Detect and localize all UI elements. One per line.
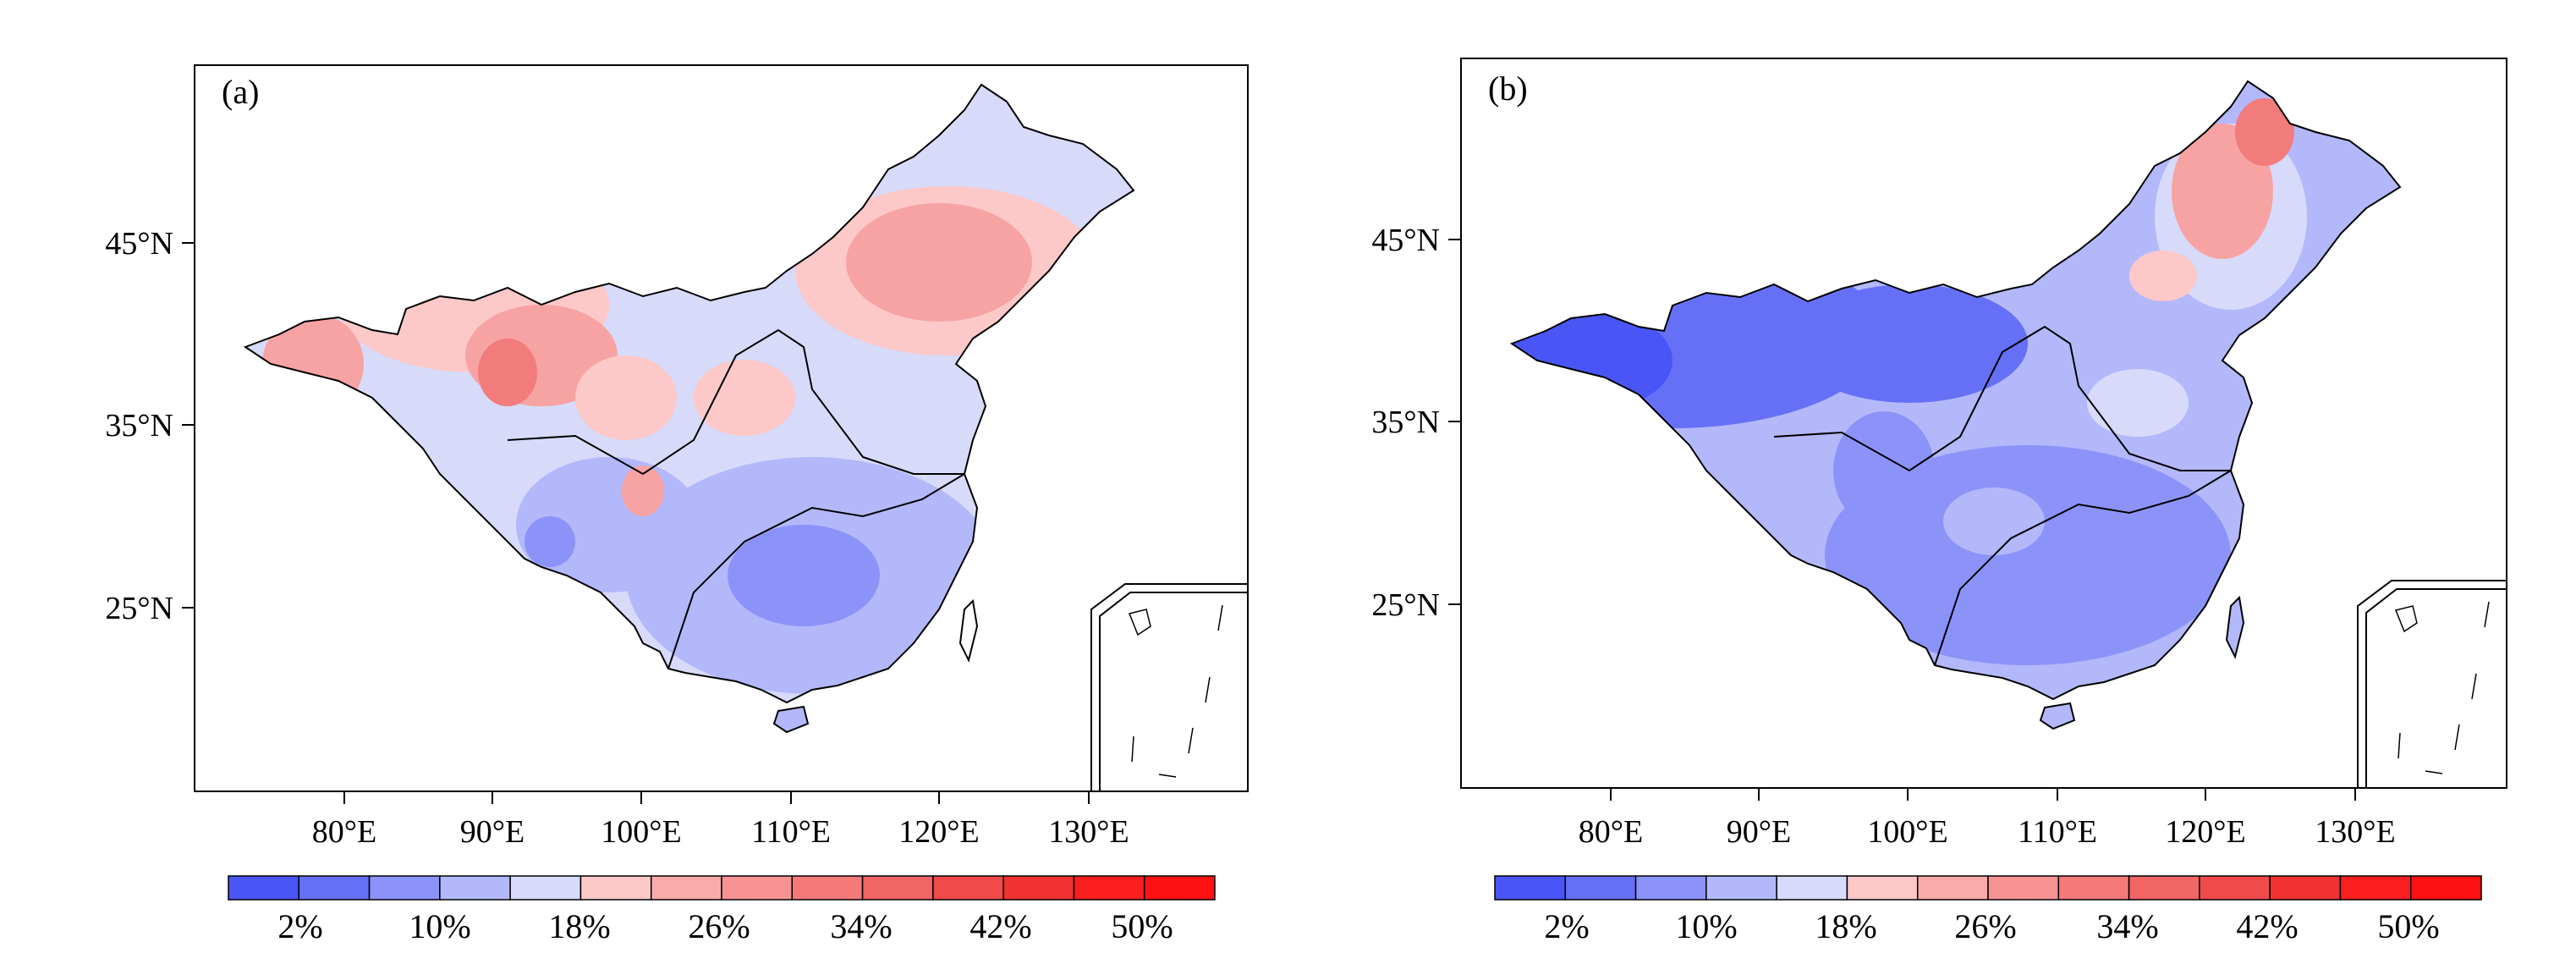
lon-label: 90°E <box>1727 814 1791 850</box>
colorbar-label: 10% <box>1675 907 1737 945</box>
anomaly-region <box>1825 445 2231 665</box>
colorbar-label: 42% <box>2236 907 2298 945</box>
colorbar-label: 18% <box>548 907 610 945</box>
colorbar-swatch <box>579 875 652 901</box>
lon-label: 130°E <box>1048 814 1129 850</box>
lon-label: 120°E <box>898 814 979 850</box>
colorbar-swatch <box>932 875 1004 901</box>
colorbar-swatch <box>1073 875 1145 901</box>
colorbar-swatch <box>791 875 864 901</box>
lat-label: 35°N <box>105 408 173 443</box>
colorbar-swatch <box>1634 875 1707 901</box>
colorbar-swatch <box>298 875 371 901</box>
anomaly-region <box>478 339 537 406</box>
island-hainan <box>2039 702 2076 730</box>
anomaly-region <box>2235 98 2294 166</box>
colorbar-labels: 2% 10% 18% 26% 34% 42% 50% <box>1544 907 2439 945</box>
lat-label: 35°N <box>1371 405 1440 440</box>
colorbar-swatch <box>2339 875 2412 901</box>
colorbar-swatch <box>1705 875 1777 901</box>
anomaly-region <box>525 516 575 567</box>
anomaly-region <box>1943 488 2045 555</box>
anomaly-region <box>622 465 664 516</box>
colorbar-swatch <box>2057 875 2130 901</box>
lon-label: 130°E <box>2315 814 2395 850</box>
anomaly-region <box>1791 284 2028 403</box>
lon-label: 120°E <box>2165 814 2245 850</box>
colorbar-swatch <box>368 875 441 901</box>
colorbar-label: 50% <box>2377 907 2439 945</box>
colorbar-swatch <box>2199 875 2271 901</box>
colorbar-swatch <box>2269 875 2342 901</box>
lon-label: 90°E <box>460 814 525 850</box>
colorbar-labels: 2% 10% 18% 26% 34% 42% 50% <box>277 907 1173 945</box>
colorbar <box>1494 875 2482 901</box>
lon-label: 80°E <box>312 814 376 850</box>
colorbar-swatch <box>228 875 300 901</box>
colorbar-swatch <box>1987 875 2060 901</box>
lat-label: 25°N <box>1371 587 1440 623</box>
colorbar-label: 34% <box>830 907 892 945</box>
anomaly-region <box>728 525 880 626</box>
colorbar-swatch <box>509 875 582 901</box>
lon-label: 80°E <box>1579 814 1643 850</box>
colorbar-label: 2% <box>1544 907 1589 945</box>
panel-label: (a) <box>222 73 259 111</box>
colorbar-swatch <box>439 875 511 901</box>
colorbar-label: 18% <box>1815 907 1876 945</box>
colorbar-swatch <box>1002 875 1075 901</box>
colorbar-label: 42% <box>969 907 1031 945</box>
colorbar <box>228 875 1216 901</box>
anomaly-region <box>846 203 1032 322</box>
colorbar-swatch <box>1143 875 1216 901</box>
colorbar-label: 50% <box>1111 907 1173 945</box>
colorbar-label: 26% <box>1954 907 2016 945</box>
anomaly-region <box>2129 251 2197 301</box>
colorbar-label: 2% <box>277 907 322 945</box>
lon-label: 110°E <box>2018 814 2097 850</box>
south-china-sea-inset <box>1090 583 1248 791</box>
south-china-sea-inset <box>2357 580 2507 788</box>
basin-boundary <box>507 328 965 669</box>
anomaly-region <box>575 355 677 440</box>
lon-axis: 80°E 90°E 100°E 110°E 120°E 130°E <box>312 791 1129 850</box>
colorbar-swatch <box>1776 875 1848 901</box>
lat-axis: 45°N 35°N 25°N <box>105 226 195 626</box>
colorbar-swatch <box>2128 875 2200 901</box>
lat-axis: 45°N 35°N 25°N <box>1371 223 1461 623</box>
panel-b: (b) 45°N 35°N 25°N 80°E 90°E 100°E 110°E… <box>1371 58 2507 945</box>
panel-a: (a) 45°N 35°N 25°N 80°E 90°E 100°E 110°E… <box>105 64 1249 945</box>
panel-label: (b) <box>1488 69 1528 107</box>
colorbar-swatch <box>861 875 934 901</box>
lat-label: 45°N <box>105 226 173 262</box>
lon-label: 100°E <box>601 814 681 850</box>
island-hainan <box>772 705 810 734</box>
colorbar-swatch <box>1564 875 1637 901</box>
colorbar-swatch <box>1494 875 1567 901</box>
colorbar-swatch <box>2409 875 2482 901</box>
anomaly-region <box>2087 369 2189 437</box>
colorbar-swatch <box>650 875 722 901</box>
lon-label: 110°E <box>751 814 831 850</box>
colorbar-label: 10% <box>409 907 470 945</box>
colorbar-label: 26% <box>688 907 750 945</box>
island-taiwan <box>2225 595 2245 659</box>
lon-axis: 80°E 90°E 100°E 110°E 120°E 130°E <box>1579 788 2396 850</box>
basin-boundary <box>1773 325 2232 666</box>
lon-label: 100°E <box>1867 814 1947 850</box>
colorbar-swatch <box>1916 875 1989 901</box>
lat-label: 25°N <box>105 591 173 626</box>
colorbar-swatch <box>1846 875 1919 901</box>
island-taiwan <box>958 598 979 663</box>
lat-label: 45°N <box>1371 223 1440 258</box>
colorbar-label: 34% <box>2096 907 2158 945</box>
anomaly-region <box>694 360 795 436</box>
colorbar-swatch <box>721 875 794 901</box>
